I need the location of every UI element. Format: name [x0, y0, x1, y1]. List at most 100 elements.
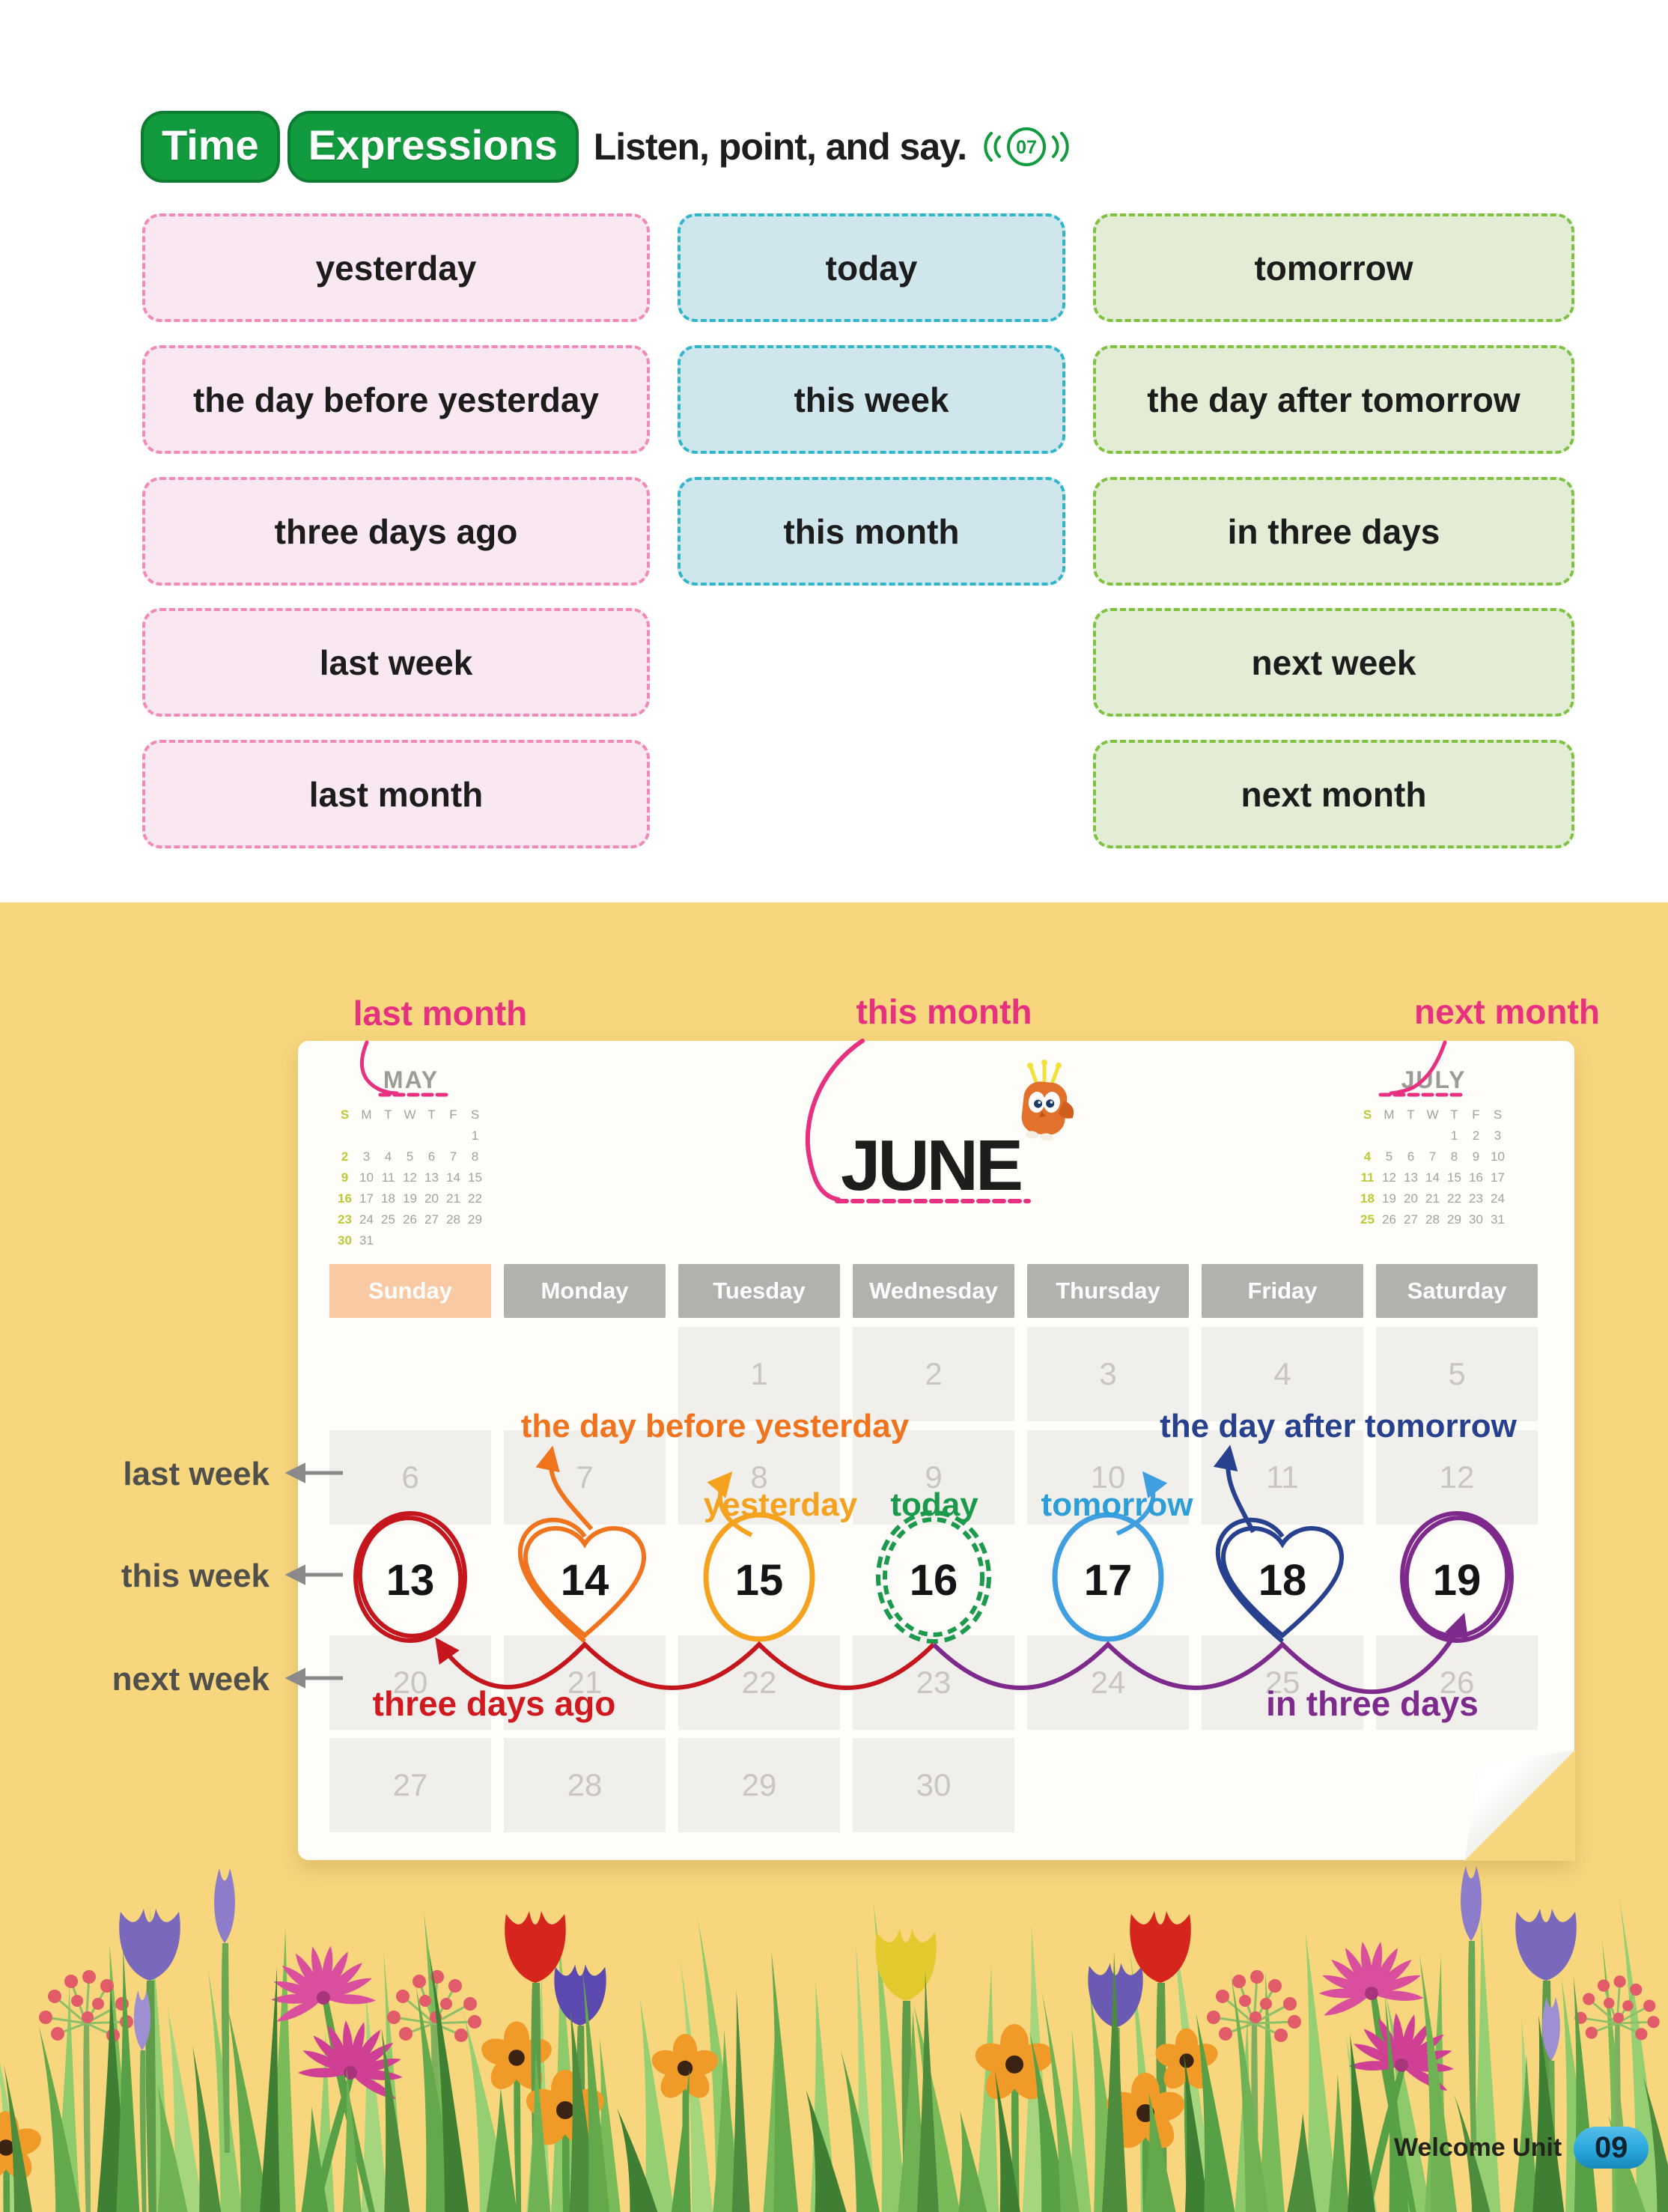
mini-date: 20: [424, 1191, 439, 1206]
mini-date: 2: [1472, 1128, 1480, 1143]
this-week-date-14: 14: [560, 1555, 609, 1605]
mini-date: 31: [1491, 1212, 1505, 1227]
mini-day-header: F: [449, 1107, 457, 1122]
mini-date: 18: [381, 1191, 395, 1206]
mini-date: 26: [403, 1212, 417, 1227]
expression-card-this-week: this week: [678, 345, 1065, 454]
mini-date: 20: [1404, 1191, 1418, 1206]
mini-date: 17: [1491, 1170, 1505, 1185]
this-week-date-19: 19: [1432, 1555, 1482, 1605]
expression-card-next-month: next month: [1093, 740, 1574, 848]
mini-date: 23: [1469, 1191, 1483, 1206]
this-week-date-13: 13: [386, 1555, 435, 1605]
mini-date: [1378, 1125, 1400, 1146]
date-cell-8: 8: [678, 1430, 840, 1525]
annotation-last-week: last week: [123, 1456, 270, 1492]
mini-day-header: F: [1472, 1107, 1480, 1122]
date-cell-1: 1: [678, 1327, 840, 1421]
mini-date: 28: [446, 1212, 460, 1227]
mini-day-header: S: [1363, 1107, 1372, 1122]
mini-date: 10: [1491, 1149, 1505, 1164]
mini-date: 13: [1404, 1170, 1418, 1185]
mini-day-header: S: [470, 1107, 480, 1122]
annotation-tomorrow: tomorrow: [1041, 1486, 1193, 1523]
mini-date: 29: [468, 1212, 482, 1227]
mini-date: 13: [424, 1170, 439, 1185]
expression-card-three-days-ago: three days ago: [142, 477, 650, 586]
mini-date: 4: [384, 1149, 392, 1164]
label-last-month: last month: [353, 994, 528, 1033]
mini-date: 17: [359, 1191, 374, 1206]
mini-calendar-july: JULY S M T W T F S 1 2 3 4 5 6 7 8 9 10 11 12 13 14 15 16 17 18 19…: [1357, 1066, 1511, 1230]
mini-date: [356, 1125, 377, 1146]
day-header-tuesday: Tuesday: [678, 1264, 840, 1318]
day-header-wednesday: Wednesday: [853, 1264, 1014, 1318]
date-cell-30: 30: [853, 1738, 1014, 1832]
date-cell-12: 12: [1376, 1430, 1538, 1525]
annotation-this-week: this week: [121, 1558, 270, 1594]
mini-calendar-title: MAY: [383, 1066, 439, 1093]
date-cell-27: 27: [329, 1738, 491, 1832]
label-this-month: this month: [856, 992, 1032, 1031]
expression-card-last-week: last week: [142, 608, 650, 717]
date-cell-5: 5: [1376, 1327, 1538, 1421]
mini-date: 5: [406, 1149, 414, 1164]
expression-card-last-month: last month: [142, 740, 650, 848]
mini-date: 14: [446, 1170, 460, 1185]
page-number: 09: [1594, 2130, 1628, 2164]
mini-date: 24: [1491, 1191, 1505, 1206]
mini-date: 12: [403, 1170, 417, 1185]
instruction-text: Listen, point, and say.: [593, 126, 967, 168]
expression-card-today: today: [678, 213, 1065, 322]
day-header-thursday: Thursday: [1027, 1264, 1189, 1318]
mini-date: 26: [1382, 1212, 1396, 1227]
mini-date: 19: [403, 1191, 417, 1206]
mini-date: 1: [1450, 1128, 1458, 1143]
mini-date: 3: [362, 1149, 371, 1164]
mini-date: [1422, 1125, 1443, 1146]
title-word-expressions: Expressions: [287, 111, 579, 183]
mini-date: 21: [446, 1191, 460, 1206]
this-week-date-18: 18: [1258, 1555, 1307, 1605]
mini-date: 9: [1472, 1149, 1480, 1164]
annotation-day-before-yesterday: the day before yesterday: [520, 1408, 910, 1444]
annotation-today: today: [890, 1486, 978, 1523]
audio-track-icon: 07: [984, 127, 1069, 166]
mini-date: 12: [1382, 1170, 1396, 1185]
mini-date: [377, 1125, 399, 1146]
day-header-monday: Monday: [504, 1264, 666, 1318]
day-header-friday: Friday: [1202, 1264, 1363, 1318]
mini-date: 19: [1382, 1191, 1396, 1206]
this-week-date-16: 16: [909, 1555, 958, 1605]
mini-date: 16: [1469, 1170, 1483, 1185]
mini-date: 16: [338, 1191, 352, 1206]
expression-card-tomorrow: tomorrow: [1093, 213, 1574, 322]
mini-date: 30: [1469, 1212, 1483, 1227]
date-cell-22: 22: [678, 1635, 840, 1730]
mini-day-header: M: [1384, 1107, 1395, 1122]
mini-date: [377, 1230, 399, 1251]
mini-calendar-may: MAY S M T W T F S 1 2 3 4 5 6 7 8 9 10 11 12 13 14 15 16 17 18 19 2…: [334, 1066, 488, 1251]
date-cell-2: 2: [853, 1327, 1014, 1421]
expression-card-next-week: next week: [1093, 608, 1574, 717]
mini-date: 22: [1447, 1191, 1461, 1206]
mini-date: 24: [359, 1212, 374, 1227]
mini-date: [464, 1230, 486, 1251]
page-footer: Welcome Unit 09: [1394, 2127, 1649, 2169]
mini-date: 29: [1447, 1212, 1461, 1227]
mini-date: 6: [1407, 1149, 1415, 1164]
mini-date: 15: [468, 1170, 482, 1185]
mini-date: 6: [427, 1149, 436, 1164]
mini-date: 23: [338, 1212, 352, 1227]
mini-date: 31: [359, 1233, 374, 1248]
annotation-in-three-days: in three days: [1266, 1684, 1479, 1723]
mini-date: 7: [449, 1149, 457, 1164]
mini-date: [399, 1230, 421, 1251]
mini-day-header: M: [361, 1107, 372, 1122]
date-cell-24: 24: [1027, 1635, 1189, 1730]
expression-card-the-day-after-tomorrow: the day after tomorrow: [1093, 345, 1574, 454]
page-header: Time Expressions Listen, point, and say.…: [141, 111, 1071, 183]
mini-date: 7: [1428, 1149, 1437, 1164]
mini-date: 14: [1425, 1170, 1440, 1185]
